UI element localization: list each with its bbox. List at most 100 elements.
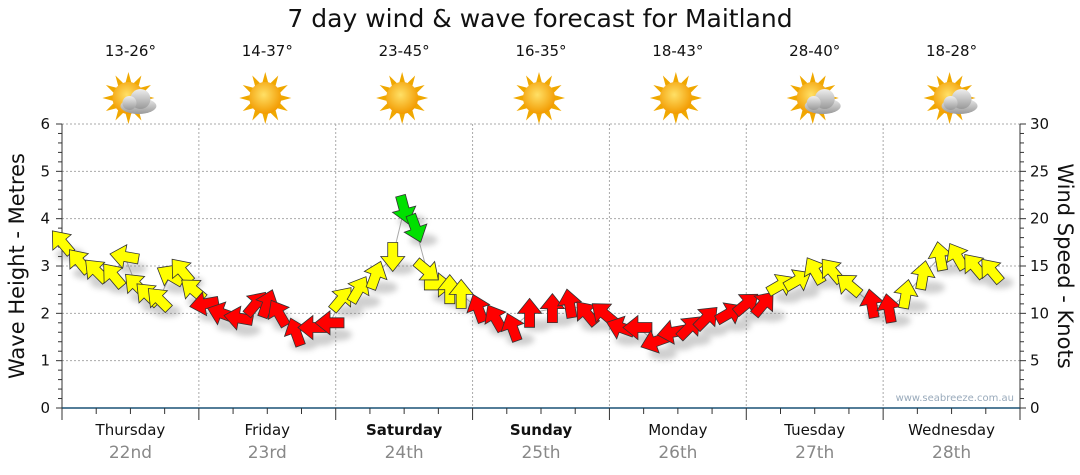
sun-ray [280,95,292,101]
wind-arrow [516,297,543,328]
y2-tick-label: 5 [1030,352,1040,370]
wind-arrow [731,293,759,318]
day-label: Friday [245,421,291,439]
date-label: 28th [932,443,971,463]
y-axis-title: Wave Height - Metres [5,153,29,379]
temperature-range: 14-37° [241,42,293,60]
sun-ray [239,95,251,101]
wind-arrow [859,288,885,319]
wind-arrow [750,291,774,319]
cloud-icon [941,89,978,114]
y2-tick-label: 20 [1030,210,1049,228]
sun-ray [672,113,679,124]
wind-arrow [314,309,345,336]
partly-cloudy-icon [923,72,978,124]
wind-arrow [836,274,864,299]
sun-ray [376,95,388,101]
wind-arrow [556,288,583,319]
sun-ray [513,95,524,101]
wind-arrow [803,257,827,286]
wind-arrow [910,260,936,291]
sunny-icon [239,72,292,124]
sun-ray [809,72,816,83]
day-label: Saturday [366,421,443,439]
sun-disc [659,82,692,114]
sun-ray [690,95,702,101]
temperature-range: 18-28° [926,42,978,60]
y2-axis-title: Wind Speed - Knots [1053,163,1077,368]
sun-ray [786,95,798,101]
temperature-range: 28-40° [789,42,841,60]
wind-arrow [363,260,388,291]
watermark: www.seabreeze.com.au [896,393,1014,404]
arrow-shadow [232,324,261,337]
cloud-icon [804,89,841,114]
date-label: 25th [521,443,560,463]
sun-disc [249,82,282,114]
arrow-shadow [723,319,752,332]
wind-arrow [927,241,953,272]
y2-tick-label: 25 [1030,162,1049,180]
chart-title: 7 day wind & wave forecast for Maitland [287,4,793,33]
sun-ray [125,113,132,124]
cloud-part [122,96,137,110]
date-label: 24th [385,443,424,463]
sunny-icon [376,72,429,124]
sun-ray [536,72,542,83]
arrow-shadow [700,324,729,337]
y-tick-label: 1 [40,352,50,370]
arrow-shadow [757,309,786,322]
sun-ray [923,95,935,101]
sun-ray [417,95,429,101]
sunny-icon [513,72,565,124]
y2-tick-label: 0 [1030,399,1040,417]
sun-ray [672,72,679,83]
cloud-part [943,96,958,110]
arrow-shadow [118,262,147,275]
sun-ray [262,72,269,83]
y2-tick-label: 30 [1030,115,1049,133]
date-label: 23rd [248,443,287,463]
sun-ray [946,113,953,124]
date-label: 26th [658,443,697,463]
sun-ray [399,113,406,124]
sun-disc [523,82,555,114]
sun-ray [102,95,114,101]
partly-cloudy-icon [102,72,157,124]
sunny-icon [649,72,702,124]
y-tick-label: 2 [40,304,50,322]
wind-arrow [147,288,173,314]
temperature-range: 16-35° [515,42,567,60]
wind-arrow [379,242,406,273]
wind-arrow [103,263,127,290]
date-label: 27th [795,443,834,463]
sun-ray [262,113,269,124]
day-label: Thursday [95,421,166,439]
wind-arrow [622,314,653,341]
temperature-range: 13-26° [104,42,156,60]
y-tick-label: 6 [40,115,50,133]
sun-ray [946,72,953,83]
wind-arrow [876,293,902,324]
wind-arrow [255,289,280,320]
sun-ray [649,95,661,101]
arrow-shadow [335,305,364,318]
day-label: Monday [648,421,707,439]
sun-disc [386,82,419,114]
y-tick-label: 5 [40,162,50,180]
y-tick-label: 4 [40,210,50,228]
arrow-shadow [683,333,712,346]
cloud-icon [120,89,157,114]
day-label: Sunday [510,421,573,439]
wind-arrow [171,258,196,286]
wind-arrow [981,258,1005,286]
wind-arrow [109,243,140,270]
temperature-range: 18-43° [652,42,704,60]
y2-tick-label: 15 [1030,257,1049,275]
arrow-shadows [56,215,1014,360]
wind-arrow [267,299,291,329]
partly-cloudy-icon [786,72,841,124]
sun-ray [809,113,816,124]
